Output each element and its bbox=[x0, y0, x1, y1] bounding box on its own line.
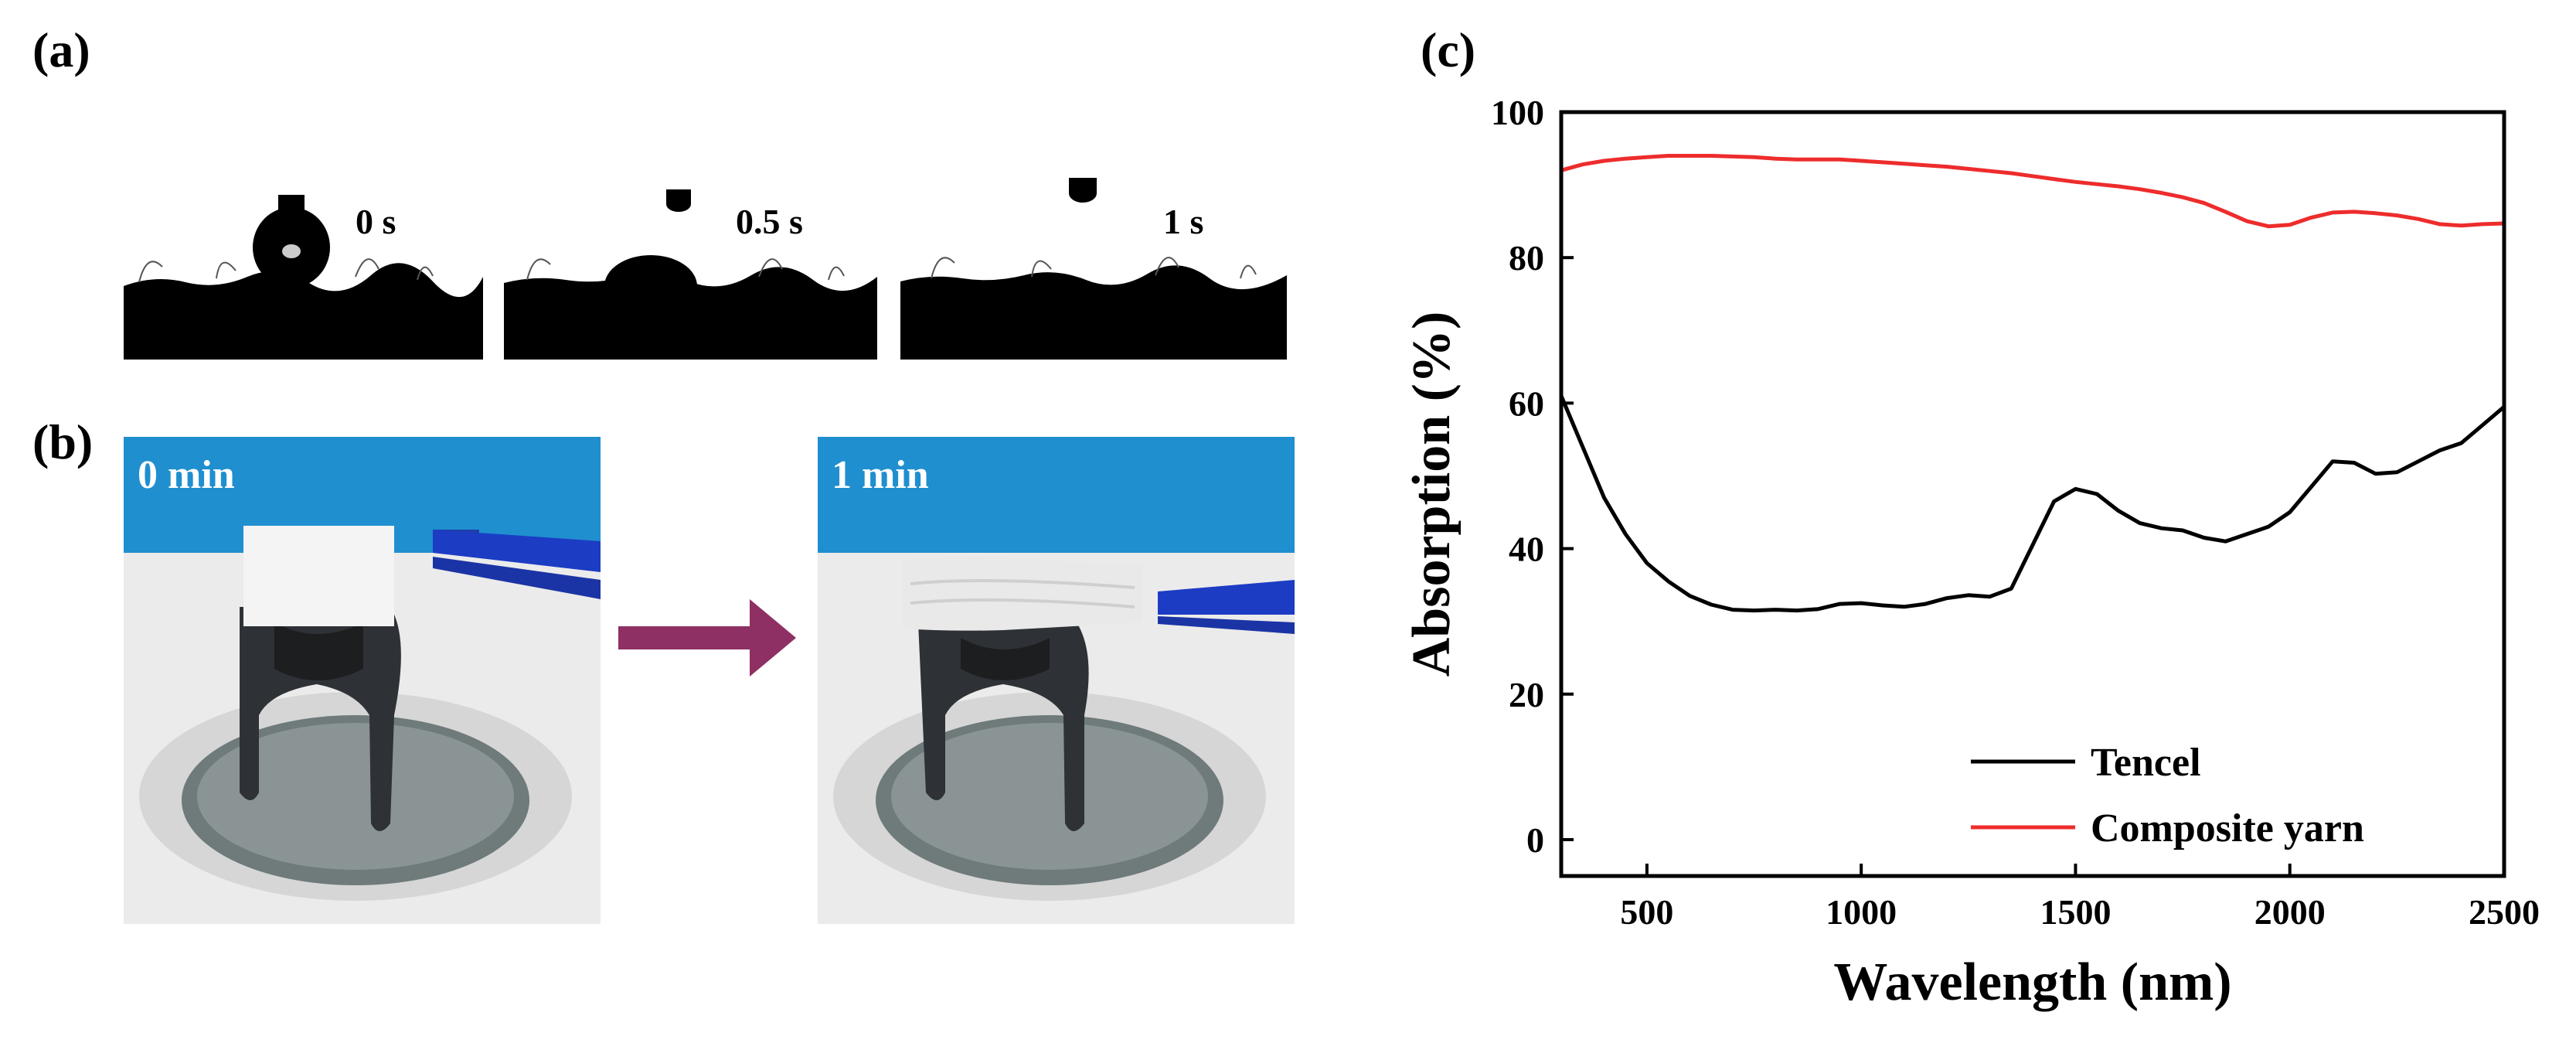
y-tick-label: 100 bbox=[1491, 93, 1544, 132]
photo-label-0min: 0 min bbox=[138, 453, 235, 497]
time-label-0s: 0 s bbox=[356, 202, 396, 241]
x-tick-label: 2500 bbox=[2469, 892, 2540, 932]
time-label-05s: 0.5 s bbox=[736, 202, 803, 241]
legend-label-tencel: Tencel bbox=[2091, 741, 2201, 785]
time-label-1s: 1 s bbox=[1163, 202, 1204, 241]
y-tick-label: 60 bbox=[1509, 383, 1544, 423]
y-tick-label: 20 bbox=[1509, 675, 1544, 714]
droplet-image-1s: 1 s bbox=[900, 178, 1287, 360]
photo-0min: 0 min bbox=[124, 437, 601, 924]
ticks: 500 1000 1500 2000 2500 0 20 40 60 80 100 bbox=[1491, 93, 2540, 932]
photo-1min: 1 min bbox=[818, 437, 1295, 924]
x-tick-label: 1000 bbox=[1826, 892, 1897, 932]
photo-label-1min: 1 min bbox=[832, 453, 929, 497]
x-tick-label: 2000 bbox=[2254, 892, 2326, 932]
absorption-chart: 500 1000 1500 2000 2500 0 20 40 60 80 100 Waveleng… bbox=[1402, 93, 2540, 1012]
panel-label-a: (a) bbox=[32, 22, 90, 77]
series-line-0 bbox=[1559, 395, 2506, 613]
y-tick-label: 80 bbox=[1509, 238, 1544, 278]
x-tick-label: 500 bbox=[1620, 892, 1673, 932]
y-tick-label: 0 bbox=[1526, 820, 1544, 860]
right-arrow-icon bbox=[618, 599, 796, 677]
droplet-image-05s: 0.5 s bbox=[504, 178, 877, 360]
panel-label-c: (c) bbox=[1421, 22, 1476, 77]
droplet-image-0s: 0 s bbox=[124, 178, 483, 360]
y-tick-label: 40 bbox=[1509, 530, 1544, 569]
x-tick-label: 1500 bbox=[2040, 892, 2111, 932]
legend: Tencel Composite yarn bbox=[1971, 741, 2364, 850]
y-axis-title: Absorption (%) bbox=[1402, 312, 1462, 677]
x-axis-title: Wavelength (nm) bbox=[1833, 953, 2231, 1012]
axes bbox=[1559, 110, 2506, 878]
plot-frame bbox=[1559, 110, 2506, 878]
plot-area bbox=[1559, 154, 2506, 613]
panel-label-b: (b) bbox=[32, 414, 94, 469]
legend-label-composite: Composite yarn bbox=[2091, 806, 2364, 850]
series-line-1 bbox=[1560, 154, 2505, 229]
